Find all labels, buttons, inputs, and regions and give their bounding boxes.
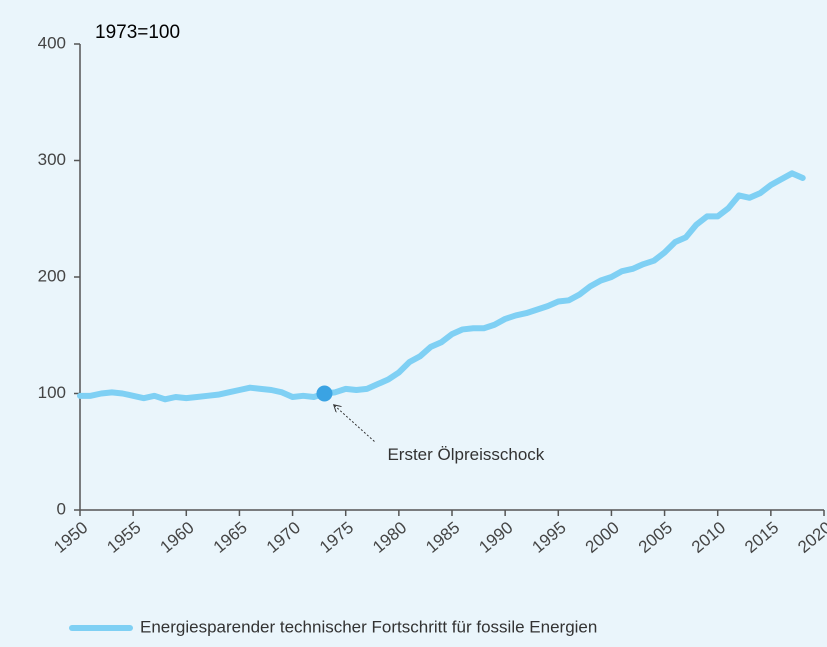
annotation-marker [316, 385, 333, 402]
x-tick-label: 1950 [50, 518, 91, 557]
subtitle: 1973=100 [95, 22, 180, 43]
x-tick-label: 2020 [794, 518, 827, 557]
y-tick-label: 200 [38, 266, 66, 285]
x-tick-label: 1955 [103, 518, 144, 557]
y-tick-label: 100 [38, 383, 66, 402]
x-tick-label: 1990 [475, 518, 516, 557]
y-tick-label: 0 [57, 499, 66, 518]
x-tick-label: 1960 [157, 518, 198, 557]
x-tick-label: 1985 [422, 518, 463, 557]
x-tick-label: 1975 [316, 518, 357, 557]
x-tick-label: 1980 [369, 518, 410, 557]
line [77, 170, 806, 403]
annotation-arrow [334, 406, 375, 442]
legend-label: Energiesparender technischer Fortschritt… [140, 617, 597, 636]
annotation-text: Erster Ölpreisschock [387, 445, 544, 464]
y-tick-label: 400 [38, 33, 66, 52]
x-tick-label: 2010 [688, 518, 729, 557]
x-tick-label: 1995 [529, 518, 570, 557]
x-tick-label: 2005 [635, 518, 676, 557]
x-tick-label: 2015 [741, 518, 782, 557]
x-tick-label: 1965 [210, 518, 251, 557]
x-tick-label: 1970 [263, 518, 304, 557]
x-tick-label: 2000 [582, 518, 623, 557]
y-tick-label: 300 [38, 150, 66, 169]
